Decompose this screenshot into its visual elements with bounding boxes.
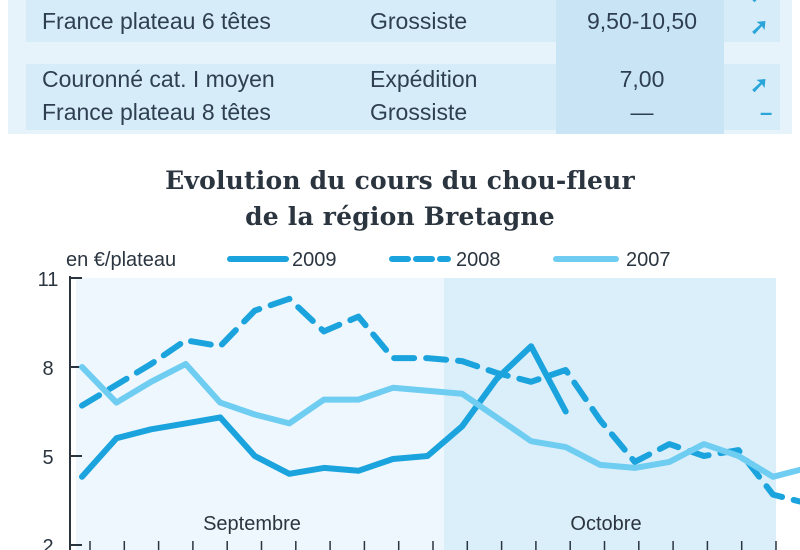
product-label: Couronné cat. I moyen xyxy=(42,66,275,92)
chart-title-line-2: de la région Bretagne xyxy=(245,202,555,231)
price-value: — xyxy=(630,99,654,125)
legend-label-2007: 2007 xyxy=(626,249,671,271)
price-table: France plateau 6 têtes Grossiste 9,50-10… xyxy=(8,0,792,134)
market-label: Grossiste xyxy=(370,8,468,34)
trend-up-icon: ➚ xyxy=(750,0,768,8)
y-tick-label: 2 xyxy=(42,536,53,550)
market-label: Grossiste xyxy=(370,99,468,125)
y-axis-unit-label: en €/plateau xyxy=(66,249,176,271)
y-tick-label: 5 xyxy=(42,447,53,469)
plot-background-octobre xyxy=(444,278,776,550)
month-label-octobre: Octobre xyxy=(570,513,641,535)
legend-label-2009: 2009 xyxy=(292,249,337,271)
trend-flat-icon: – xyxy=(760,100,773,125)
month-label-septembre: Septembre xyxy=(203,513,301,535)
y-tick-label: 11 xyxy=(38,269,59,291)
price-value: 9,50-10,50 xyxy=(587,8,697,34)
trend-up-icon: ➚ xyxy=(750,72,769,97)
trend-up-icon: ➚ xyxy=(750,14,769,39)
y-tick-label: 8 xyxy=(42,358,53,380)
price-value: 7,00 xyxy=(619,66,665,92)
legend-label-2008: 2008 xyxy=(456,249,501,271)
product-label: France plateau 6 têtes xyxy=(42,8,271,34)
market-label: Expédition xyxy=(370,66,478,92)
price-column xyxy=(556,0,724,134)
chart-title-line-1: Evolution du cours du chou-fleur xyxy=(165,166,635,195)
product-label: France plateau 8 têtes xyxy=(42,99,271,125)
